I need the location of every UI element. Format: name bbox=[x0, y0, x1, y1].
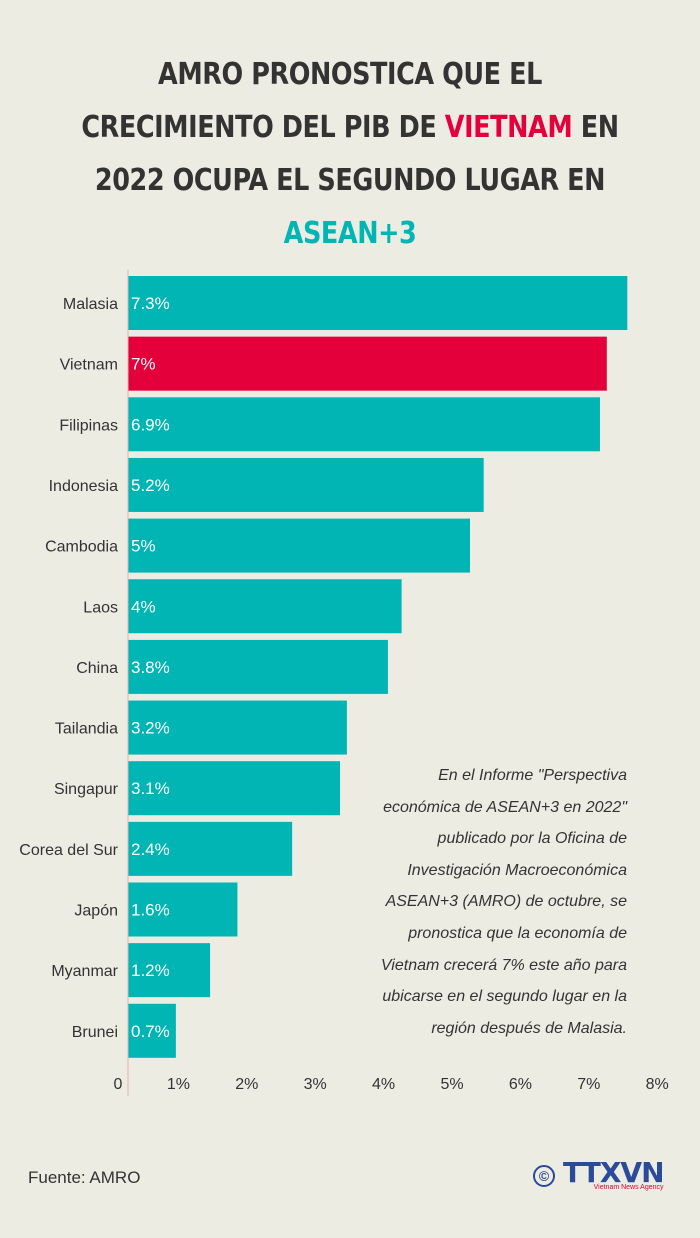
category-label: Vietnam bbox=[60, 357, 118, 374]
x-tick-label: 8% bbox=[646, 1076, 669, 1093]
category-label: Singapur bbox=[54, 781, 119, 798]
category-label: Filipinas bbox=[59, 417, 118, 434]
source-label: Fuente: AMRO bbox=[28, 1168, 141, 1187]
x-tick-label: 1% bbox=[167, 1076, 190, 1093]
category-label: Brunei bbox=[72, 1024, 118, 1041]
bar-indonesia bbox=[128, 457, 484, 512]
title-text: CRECIMIENTO DEL PIB DE bbox=[81, 110, 445, 145]
x-tick-label: 4% bbox=[372, 1076, 395, 1093]
data-label: 1.2% bbox=[131, 961, 170, 980]
bar-myanmar bbox=[128, 943, 211, 998]
category-label: Laos bbox=[83, 599, 118, 616]
bar-brunei bbox=[128, 1003, 176, 1058]
data-label: 7% bbox=[131, 355, 156, 374]
x-tick-label: 7% bbox=[577, 1076, 600, 1093]
data-label: 3.1% bbox=[131, 779, 170, 798]
category-label: Corea del Sur bbox=[19, 842, 118, 859]
annotation-note: En el Informe "Perspectiva económica de … bbox=[380, 767, 627, 1037]
x-tick-label: 6% bbox=[509, 1076, 532, 1093]
copyright-icon: © bbox=[533, 1164, 555, 1187]
bar-japón bbox=[128, 882, 238, 937]
title-line: AMRO PRONOSTICA QUE EL bbox=[158, 57, 542, 92]
x-tick-label: 0 bbox=[114, 1076, 123, 1093]
bar-malasia bbox=[128, 276, 628, 330]
category-label: Cambodia bbox=[45, 539, 118, 556]
data-label: 1.6% bbox=[131, 901, 170, 920]
x-tick-label: 2% bbox=[235, 1076, 258, 1093]
category-label: Malasia bbox=[63, 296, 118, 313]
bar-filipinas bbox=[128, 397, 600, 452]
bar-tailandia bbox=[128, 700, 347, 755]
data-label: 3.2% bbox=[131, 719, 170, 738]
x-tick-label: 5% bbox=[440, 1076, 463, 1093]
bar-corea-del-sur bbox=[128, 821, 293, 876]
bar-vietnam bbox=[128, 336, 607, 391]
logo-name: TTXVN bbox=[563, 1156, 665, 1189]
category-label: Myanmar bbox=[51, 963, 118, 980]
bar-laos bbox=[128, 579, 402, 634]
title-text: EN bbox=[572, 110, 619, 145]
ttxvn-logo: © TTXVN Vietnam News Agency bbox=[533, 1156, 665, 1191]
title-line: 2022 OCUPA EL SEGUNDO LUGAR EN bbox=[94, 163, 606, 198]
data-label: 0.7% bbox=[131, 1022, 170, 1041]
bar-china bbox=[128, 639, 388, 694]
data-label: 3.8% bbox=[131, 658, 170, 677]
bar-singapur bbox=[128, 761, 341, 816]
category-label: Indonesia bbox=[49, 478, 118, 495]
bar-cambodia bbox=[128, 518, 470, 573]
category-label: Tailandia bbox=[55, 721, 118, 738]
data-label: 5% bbox=[131, 537, 156, 556]
logo-tagline: Vietnam News Agency bbox=[593, 1184, 664, 1191]
title-line: CRECIMIENTO DEL PIB DE VIETNAM EN bbox=[19, 101, 682, 154]
data-label: 4% bbox=[131, 597, 156, 616]
page-title: AMRO PRONOSTICA QUE EL CRECIMIENTO DEL P… bbox=[19, 48, 682, 260]
x-tick-label: 3% bbox=[304, 1076, 327, 1093]
data-label: 7.3% bbox=[131, 294, 170, 313]
title-highlight-asean: ASEAN+3 bbox=[283, 216, 417, 251]
category-label: Japón bbox=[74, 903, 118, 920]
data-label: 2.4% bbox=[131, 840, 170, 859]
title-highlight-vietnam: VIETNAM bbox=[444, 110, 573, 145]
data-label: 6.9% bbox=[131, 415, 170, 434]
category-label: China bbox=[76, 660, 118, 677]
data-label: 5.2% bbox=[131, 476, 170, 495]
